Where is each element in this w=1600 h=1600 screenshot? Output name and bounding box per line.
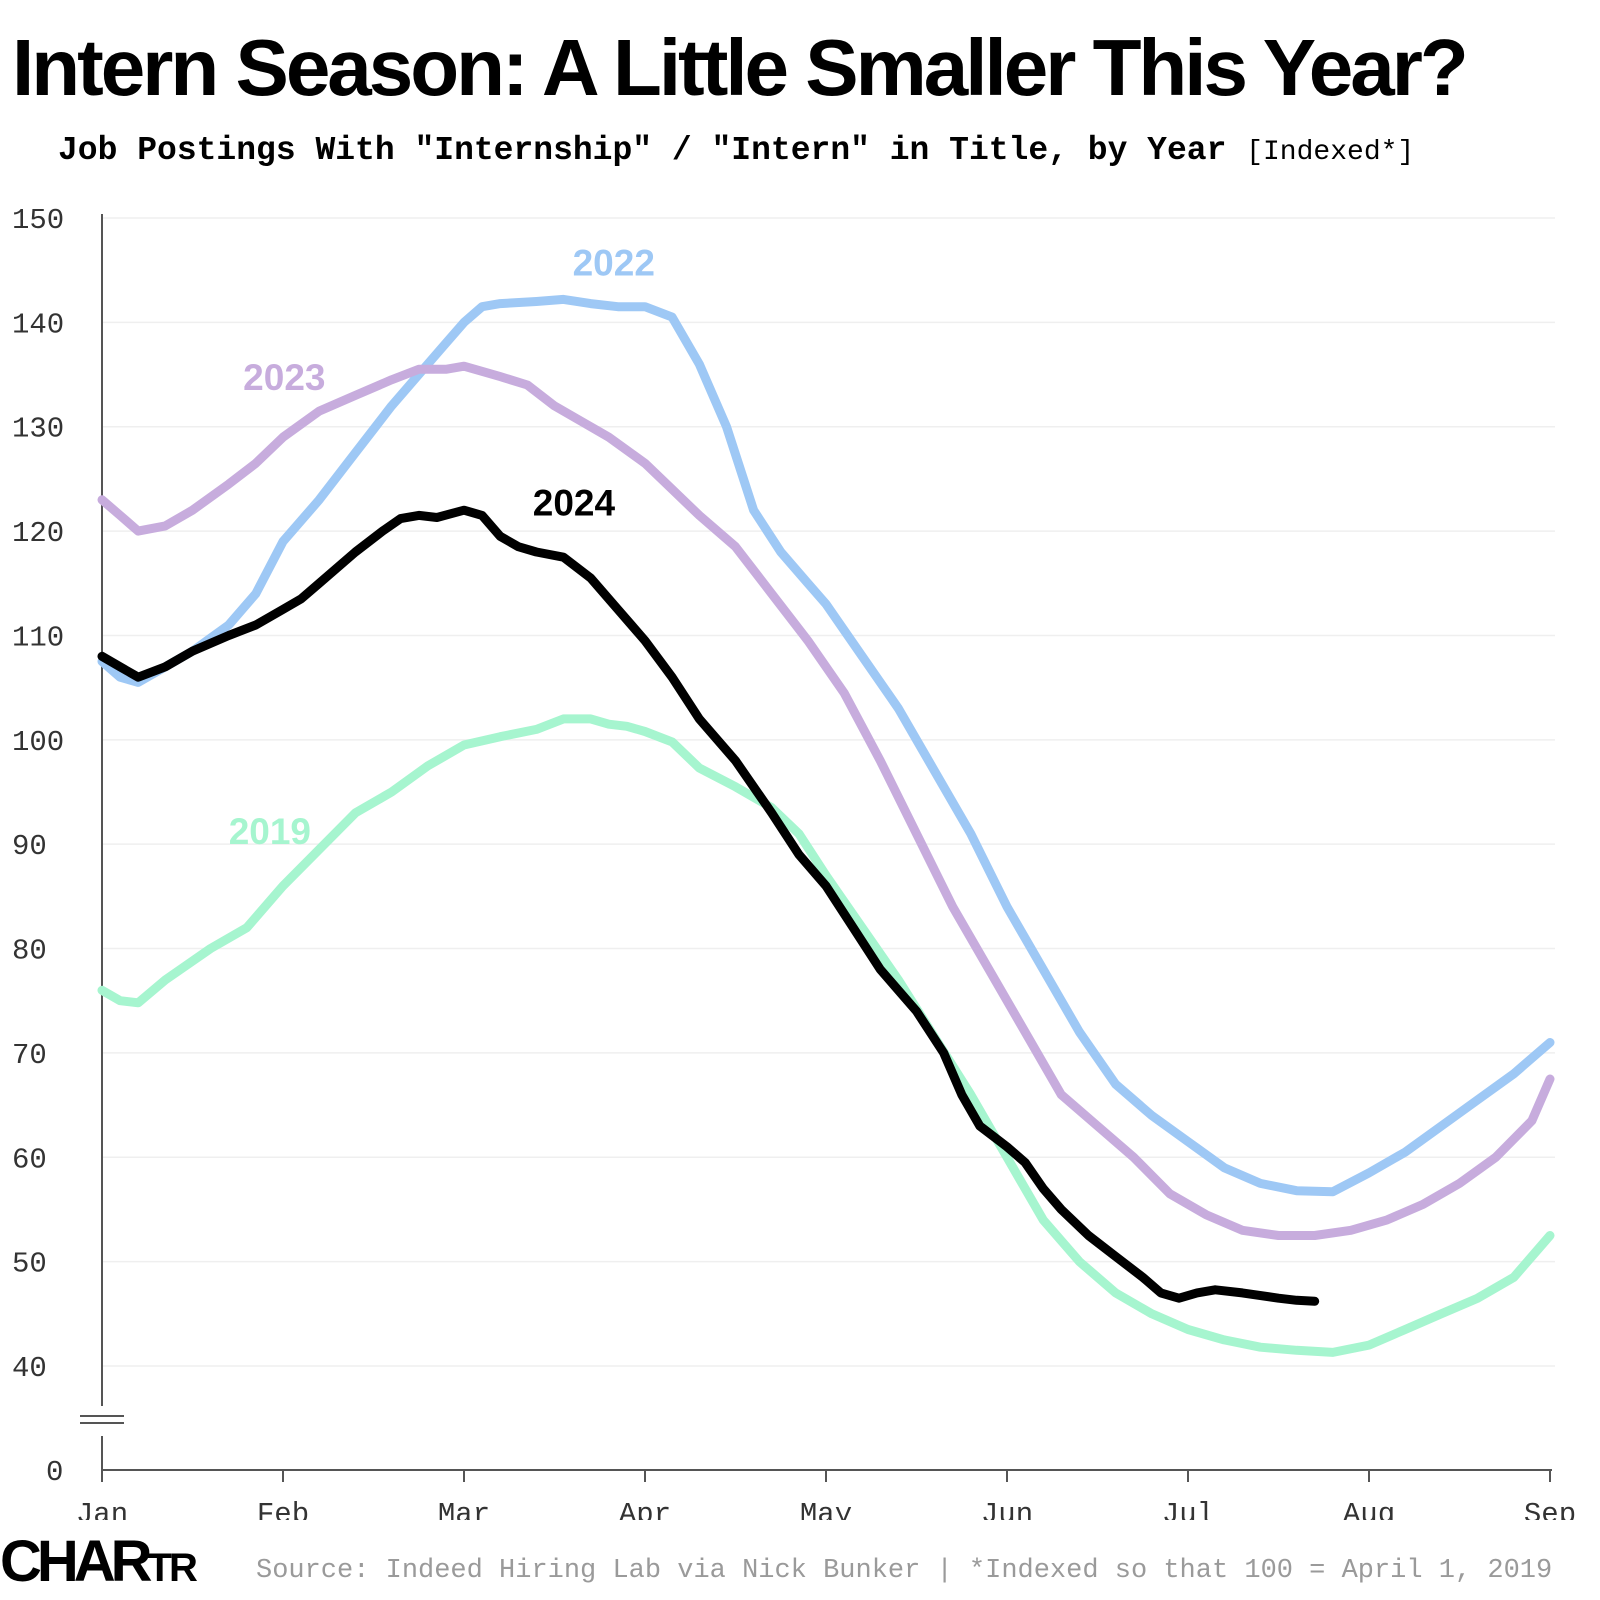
series-label-2022: 2022 — [573, 242, 655, 283]
series-line-2022 — [97, 294, 1555, 1197]
source-note: Source: Indeed Hiring Lab via Nick Bunke… — [256, 1556, 1553, 1586]
y-tick-label: 60 — [12, 1143, 47, 1176]
logo-text: CHAR — [0, 1529, 153, 1594]
x-tick-label: Jan — [76, 1498, 128, 1520]
y-tick-label: 40 — [12, 1352, 47, 1385]
y-tick-label: 80 — [12, 935, 47, 968]
series-line-2024 — [97, 505, 1320, 1306]
subtitle-note: [Indexed*] — [1246, 137, 1415, 168]
y-tick-label: 90 — [12, 830, 47, 863]
x-tick-label: Aug — [1343, 1498, 1395, 1520]
y-tick-label: 100 — [12, 726, 64, 759]
x-tick-label: Jul — [1162, 1498, 1214, 1520]
x-tick-label: May — [800, 1498, 852, 1520]
series-line-2019 — [97, 714, 1555, 1357]
x-tick-label: Mar — [438, 1498, 490, 1520]
line-chart: 40 50 60 70 80 90 100 110 120 130 140 150 0 Jan Feb Mar… — [12, 204, 1576, 1520]
x-tick-label: Feb — [257, 1498, 309, 1520]
chartr-logo: CHARTR — [0, 1528, 198, 1595]
y-tick-label: 140 — [12, 308, 64, 341]
y-tick-label: 120 — [12, 517, 64, 550]
x-tick-label: Jun — [981, 1498, 1033, 1520]
logo-text-small: TR — [147, 1546, 198, 1590]
y-tick-label: 70 — [12, 1039, 47, 1072]
chart-title: Intern Season: A Little Smaller This Yea… — [12, 23, 1469, 112]
y-tick-label: 50 — [12, 1248, 47, 1281]
y-tick-label: 150 — [12, 204, 64, 237]
chart-subtitle: Job Postings With "Internship" / "Intern… — [58, 132, 1578, 169]
series-label-2024: 2024 — [533, 482, 616, 523]
x-tick-label: Sep — [1524, 1498, 1576, 1520]
series-label-2023: 2023 — [243, 357, 325, 398]
x-tick-label: Apr — [619, 1498, 671, 1520]
subtitle-text: Job Postings With "Internship" / "Intern… — [58, 132, 1227, 169]
y-tick-label-zero: 0 — [46, 1456, 63, 1489]
series-line-2023 — [97, 361, 1555, 1240]
y-tick-label: 130 — [12, 413, 64, 446]
y-tick-label: 110 — [12, 621, 64, 654]
series-label-2019: 2019 — [229, 811, 311, 852]
